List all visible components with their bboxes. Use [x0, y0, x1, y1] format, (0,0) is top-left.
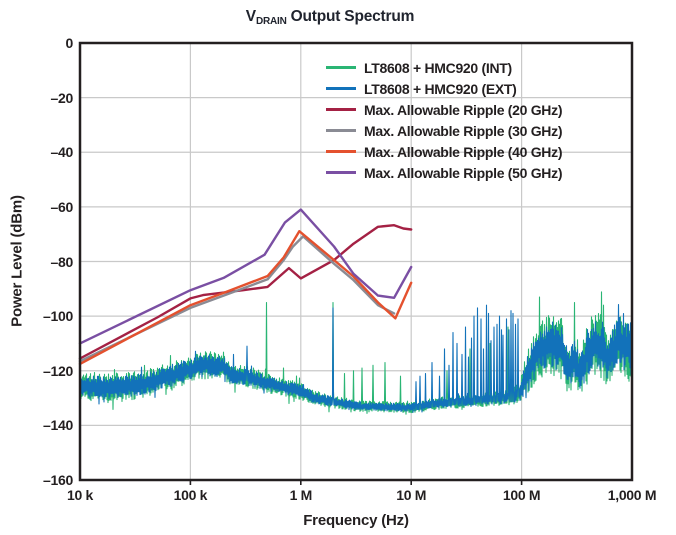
legend-item-ext: LT8608 + HMC920 (EXT) — [326, 78, 562, 99]
x-tick-label: 10 k — [66, 487, 94, 503]
legend-color-swatch — [326, 171, 356, 174]
series-ext — [79, 304, 633, 413]
series-ripple-30ghz — [78, 235, 396, 363]
legend: LT8608 + HMC920 (INT) LT8608 + HMC920 (EX… — [326, 57, 562, 183]
title-prefix: V — [245, 8, 256, 25]
series-ripple-40ghz — [78, 230, 413, 366]
y-tick-label: –60 — [50, 198, 74, 215]
legend-color-swatch — [326, 66, 356, 69]
series-ripple-50ghz — [78, 208, 413, 345]
title-rest: Output Spectrum — [290, 8, 415, 25]
plot-frame — [78, 41, 634, 482]
series-ripple-20ghz — [78, 224, 413, 360]
chart-title: VDRAIN Output Spectrum — [80, 8, 580, 27]
x-axis-title: Frequency (Hz) — [303, 512, 409, 529]
legend-color-swatch — [326, 150, 356, 153]
legend-item-ripple-20ghz: Max. Allowable Ripple (20 GHz) — [326, 99, 562, 120]
y-tick-label: –160 — [43, 472, 73, 488]
x-tick-label: 1,000 M — [607, 487, 657, 503]
x-tick-label: 1 M — [289, 487, 313, 503]
y-tick-label: –100 — [43, 308, 73, 325]
legend-label: LT8608 + HMC920 (EXT) — [364, 80, 517, 97]
legend-label: Max. Allowable Ripple (50 GHz) — [364, 164, 563, 181]
legend-item-ripple-30ghz: Max. Allowable Ripple (30 GHz) — [326, 120, 562, 141]
x-tick-label: 10 M — [396, 487, 427, 503]
y-tick-label: 0 — [65, 35, 74, 51]
legend-label: Max. Allowable Ripple (20 GHz) — [364, 101, 563, 118]
legend-label: Max. Allowable Ripple (30 GHz) — [364, 122, 563, 139]
y-tick-label: –120 — [43, 362, 73, 379]
legend-color-swatch — [326, 108, 356, 111]
legend-color-swatch — [326, 129, 356, 132]
y-tick-label: –20 — [50, 89, 74, 106]
x-tick-label: 100 M — [502, 487, 541, 503]
legend-label: LT8608 + HMC920 (INT) — [364, 59, 512, 76]
y-tick-label: –40 — [50, 144, 74, 161]
legend-color-swatch — [326, 87, 356, 90]
title-subscript: DRAIN — [255, 16, 287, 27]
legend-item-ripple-50ghz: Max. Allowable Ripple (50 GHz) — [326, 162, 562, 183]
legend-label: Max. Allowable Ripple (40 GHz) — [364, 143, 563, 160]
x-tick-label: 100 k — [173, 487, 208, 503]
y-tick-label: –80 — [50, 253, 74, 270]
y-tick-label: –140 — [43, 417, 73, 434]
legend-item-int: LT8608 + HMC920 (INT) — [326, 57, 562, 78]
legend-item-ripple-40ghz: Max. Allowable Ripple (40 GHz) — [326, 141, 562, 162]
